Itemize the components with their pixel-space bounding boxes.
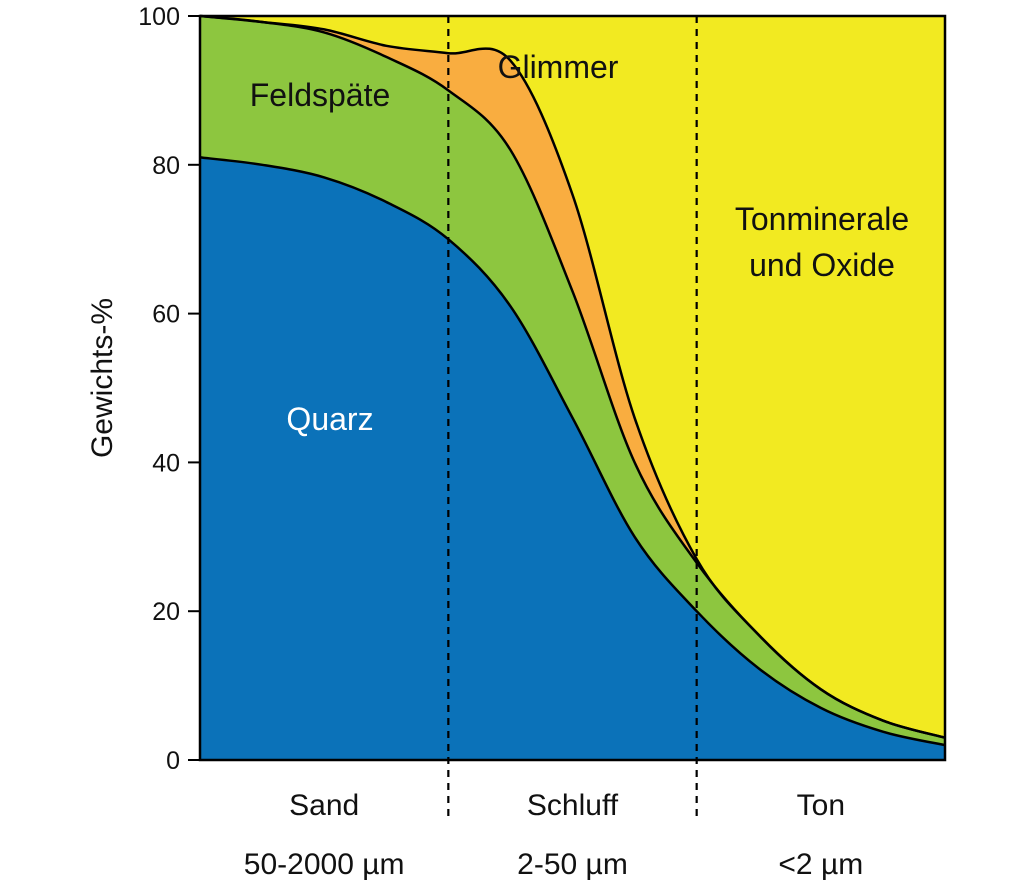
label-feldspate: Feldspäte — [250, 77, 391, 113]
plot-frame — [198, 14, 947, 762]
y-tick-label: 80 — [152, 152, 180, 180]
y-axis: 0 20 40 60 80 100 — [138, 3, 200, 775]
y-tick-label: 0 — [166, 747, 180, 775]
band-range-sand: 50-2000 µm — [244, 848, 405, 881]
y-tick-label: 100 — [138, 3, 180, 31]
band-name-sand: Sand — [289, 789, 359, 822]
y-tick-label: 40 — [152, 449, 180, 477]
area-boundaries — [199, 14, 946, 747]
region-labels: Quarz Feldspäte Glimmer Tonminerale und Oxid… — [250, 49, 909, 437]
y-axis-label: Gewichts-% — [86, 298, 119, 458]
label-tonminerale-und-oxide: Tonminerale und Oxide — [735, 201, 909, 283]
label-quarz: Quarz — [286, 401, 373, 437]
label-glimmer: Glimmer — [498, 49, 619, 85]
band-dividers — [447, 16, 698, 820]
y-tick-label: 60 — [152, 301, 180, 329]
boundary-glimmer — [199, 14, 946, 739]
band-range-schluff: 2-50 µm — [517, 848, 628, 881]
band-name-ton: Ton — [797, 789, 845, 822]
x-bands: Sand 50-2000 µm Schluff 2-50 µm Ton <2 µm — [244, 789, 863, 881]
chart-areas — [199, 15, 946, 761]
y-tick-label: 20 — [152, 598, 180, 626]
boundary-quarz — [199, 156, 946, 747]
band-name-schluff: Schluff — [527, 789, 619, 822]
band-range-ton: <2 µm — [778, 848, 863, 881]
